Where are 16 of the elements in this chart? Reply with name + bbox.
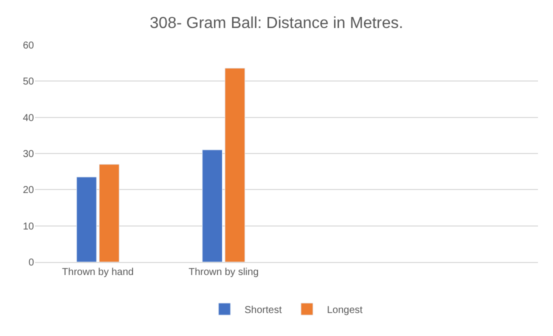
chart-title: 308- Gram Ball: Distance in Metres. (150, 15, 404, 32)
bar (98, 164, 120, 262)
y-tick-label: 20 (22, 185, 34, 196)
y-tick-label: 60 (22, 40, 34, 52)
bar (202, 150, 223, 262)
legend-label: Longest (326, 304, 363, 316)
y-tick-label: 30 (22, 149, 34, 160)
x-tick-label: Thrown by sling (188, 267, 259, 278)
bar (76, 176, 97, 262)
y-tick-label: 0 (28, 258, 34, 268)
legend-label: Shortest (244, 304, 282, 316)
x-tick-label: Thrown by hand (62, 267, 134, 278)
y-tick-label: 10 (22, 221, 34, 232)
y-tick-label: 40 (22, 112, 34, 124)
y-tick-label: 50 (22, 76, 34, 88)
bar (224, 68, 246, 262)
